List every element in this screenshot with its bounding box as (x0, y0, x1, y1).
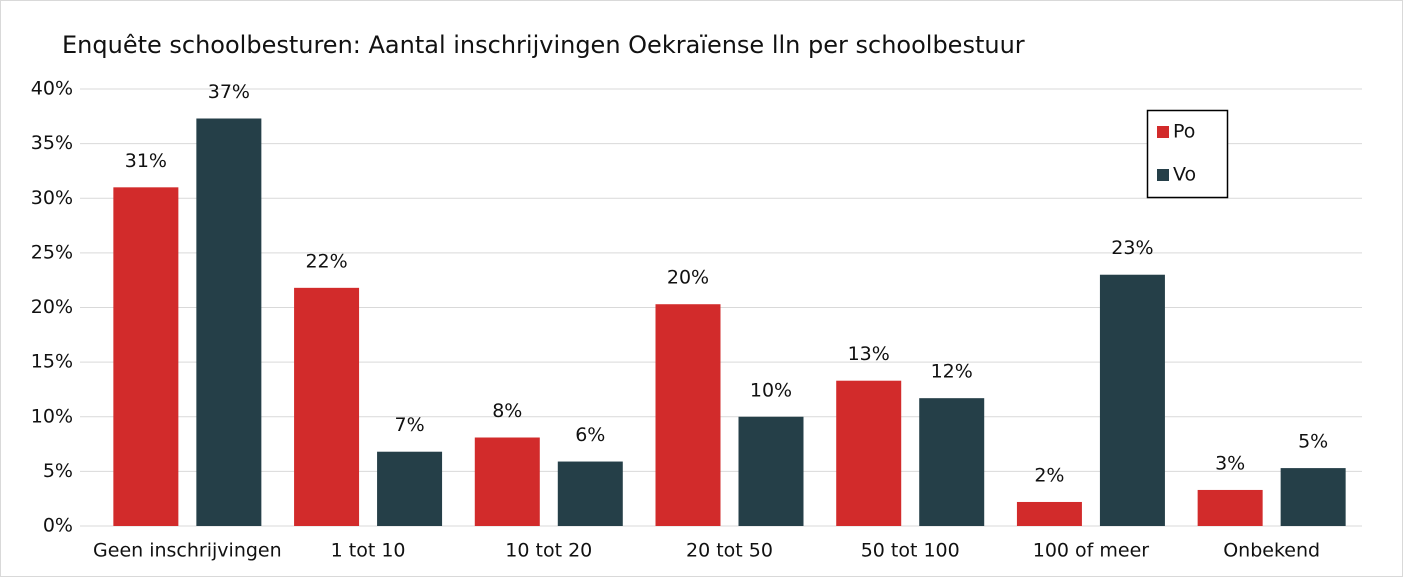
x-tick-label: 20 tot 50 (686, 540, 773, 562)
y-tick-label: 35% (31, 132, 73, 154)
bar (1016, 501, 1082, 526)
y-tick-label: 5% (43, 460, 73, 482)
data-label: 12% (931, 361, 973, 383)
bar (196, 118, 262, 526)
x-tick-label: 1 tot 10 (331, 540, 406, 562)
data-label: 13% (848, 343, 890, 365)
bar (655, 304, 721, 526)
bar (377, 451, 443, 526)
legend-box (1146, 109, 1229, 199)
y-tick-label: 10% (31, 405, 73, 427)
data-label: 23% (1111, 237, 1153, 259)
bar (1099, 274, 1165, 526)
data-label: 6% (575, 424, 605, 446)
bar (836, 380, 902, 526)
data-label: 22% (305, 250, 347, 272)
y-tick-label: 15% (31, 351, 73, 373)
data-label: 2% (1034, 464, 1064, 486)
x-tick-label: Geen inschrijvingen (93, 540, 282, 562)
legend-swatch (1157, 169, 1169, 181)
x-tick-label: 50 tot 100 (861, 540, 960, 562)
bar (294, 287, 360, 526)
legend-label: Po (1173, 121, 1195, 143)
y-tick-label: 0% (43, 515, 73, 537)
bar (1197, 489, 1263, 526)
legend-label: Vo (1173, 164, 1196, 186)
data-label: 10% (750, 379, 792, 401)
y-tick-label: 40% (31, 78, 73, 100)
data-label: 7% (394, 414, 424, 436)
bar (738, 416, 804, 526)
chart-title: Enquête schoolbesturen: Aantal inschrijv… (62, 31, 1025, 59)
data-label: 3% (1215, 452, 1245, 474)
bar (919, 398, 985, 526)
bar (557, 461, 623, 526)
data-label: 31% (125, 150, 167, 172)
x-tick-label: 100 of meer (1033, 540, 1150, 562)
bar (113, 187, 179, 526)
bar (1280, 468, 1346, 526)
bar (474, 437, 540, 526)
y-tick-label: 25% (31, 241, 73, 263)
data-label: 8% (492, 400, 522, 422)
data-label: 5% (1298, 431, 1328, 453)
data-label: 37% (208, 81, 250, 103)
y-tick-label: 30% (31, 187, 73, 209)
x-tick-label: 10 tot 20 (505, 540, 592, 562)
x-tick-label: Onbekend (1223, 540, 1320, 562)
data-label: 20% (667, 267, 709, 289)
y-tick-label: 20% (31, 296, 73, 318)
legend-swatch (1157, 126, 1169, 138)
